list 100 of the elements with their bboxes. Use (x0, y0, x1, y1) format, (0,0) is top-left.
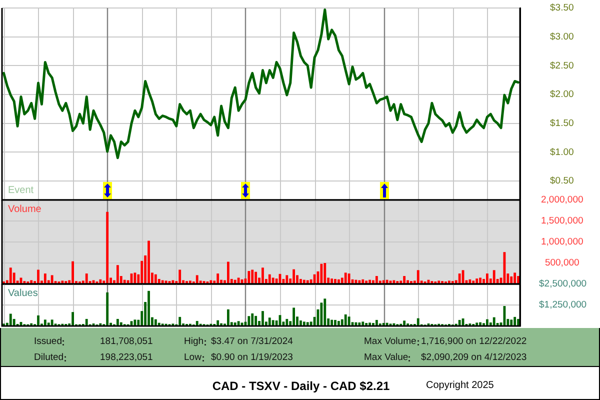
category-label: Issued (34, 336, 62, 348)
bar (226, 309, 230, 326)
bar (44, 320, 46, 326)
bar (479, 278, 482, 284)
bar (72, 312, 74, 326)
bar (154, 319, 157, 326)
bar (50, 320, 54, 326)
y-tick-label: $2.00 (550, 89, 574, 100)
bar (189, 280, 192, 284)
bar (9, 268, 12, 284)
bar (248, 270, 250, 284)
bar (334, 278, 336, 284)
text: 198,223,051 (100, 352, 153, 363)
bar (116, 265, 119, 284)
bar (272, 278, 274, 284)
bar (337, 320, 340, 326)
bar (438, 280, 440, 284)
text: $3.47 on 7/31/2024 (211, 336, 293, 347)
bar (216, 320, 220, 326)
bar (406, 280, 409, 284)
bar (134, 320, 136, 326)
bar (344, 272, 347, 284)
bar (216, 274, 220, 284)
bar (61, 280, 64, 284)
category-label: Low (184, 352, 202, 364)
bar (196, 275, 198, 284)
bar (50, 275, 54, 284)
bar (148, 240, 150, 284)
bar (348, 274, 350, 284)
bar (486, 274, 488, 284)
text: CAD - TSXV - Daily - CAD $2.21 (212, 379, 390, 393)
bar (300, 320, 302, 326)
bar (251, 313, 254, 326)
y-tick-label: $2.50 (550, 60, 574, 72)
bar (514, 316, 516, 326)
annotation: Event (8, 184, 34, 196)
bar (37, 315, 40, 326)
bar (9, 314, 12, 326)
bar (330, 278, 333, 284)
bar (272, 320, 274, 326)
bar (254, 272, 258, 284)
bar (292, 269, 296, 284)
bar (306, 280, 309, 284)
text: $0.90 on 1/19/2023 (211, 352, 293, 363)
text: $2,090,209 on 4/12/2023 (421, 352, 527, 363)
bar (358, 280, 361, 284)
bar (30, 280, 33, 284)
bar (44, 274, 46, 284)
bar (392, 280, 396, 284)
bar (148, 290, 150, 326)
category-label: Diluted (34, 352, 64, 364)
text: 181,708,051 (100, 336, 153, 347)
bar (300, 278, 302, 284)
bar (158, 278, 160, 284)
bar (403, 276, 406, 284)
bar (362, 322, 364, 326)
bar (492, 317, 496, 326)
bar (458, 320, 461, 326)
y-tick-label: 1,000,000 (541, 236, 584, 248)
text: Copyright 2025 (426, 380, 494, 392)
bar (248, 316, 250, 326)
bar (382, 280, 385, 284)
bar (154, 274, 157, 284)
y-tick-label: 2,000,000 (541, 194, 584, 206)
bar (302, 322, 306, 326)
category-label: High (184, 336, 204, 348)
chart-title: Volume (8, 204, 42, 215)
y-tick-label: 1,500,000 (541, 216, 584, 227)
bar (344, 314, 347, 326)
bar (448, 280, 450, 284)
bar (324, 263, 326, 284)
bar (106, 292, 109, 326)
bar (510, 320, 513, 326)
bar (196, 320, 198, 326)
bar (178, 270, 182, 284)
bar (320, 264, 323, 284)
y-tick-label: $1,250,000 (539, 300, 587, 311)
bar (517, 276, 520, 284)
bar (416, 270, 420, 284)
y-tick-label: $1.50 (550, 118, 574, 129)
bar (330, 320, 333, 326)
bar (476, 322, 478, 326)
category-label: Max Volume (364, 336, 416, 348)
bar (262, 268, 264, 284)
bar (237, 278, 240, 284)
bar (251, 270, 254, 284)
y-tick-label: $2,500,000 (539, 278, 587, 290)
bar (116, 318, 119, 326)
bar (292, 308, 296, 326)
bar (472, 280, 475, 284)
bar (348, 316, 350, 326)
bar (306, 322, 309, 326)
category-label: Max Value (364, 352, 408, 364)
bar (375, 276, 378, 284)
bar (161, 280, 164, 284)
bar (514, 272, 516, 284)
bar (286, 275, 288, 284)
bar (268, 318, 271, 326)
y-tick-label: $3.50 (550, 2, 574, 14)
y-tick-label: $1.00 (550, 146, 574, 158)
